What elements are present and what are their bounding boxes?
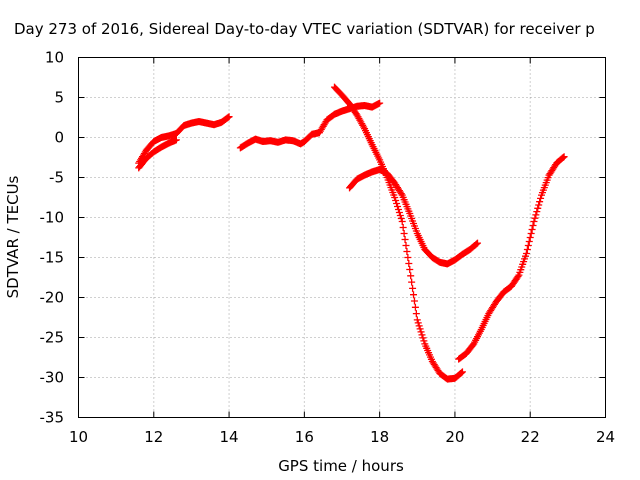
data-point [531,214,539,222]
y-tick-label: -20 [40,289,65,307]
data-point [537,194,545,202]
data-point [529,222,537,229]
data-points [135,83,568,383]
data-point [417,328,425,336]
data-point [559,154,567,161]
data-point [412,310,420,318]
data-point [406,266,414,273]
y-tick-label: -5 [49,169,64,187]
data-point [396,212,404,219]
data-point [399,224,407,231]
data-point [418,331,426,339]
data-point [473,240,481,248]
data-point [392,197,400,204]
data-point [395,209,403,216]
x-tick-label: 12 [144,428,163,446]
y-tick-label: -25 [40,329,65,347]
y-axis-title: SDTVAR / TECUs [4,175,22,298]
data-point [474,239,482,247]
data-point [536,198,544,206]
data-point [410,297,418,305]
data-series-6 [455,153,568,363]
data-series-1 [135,113,233,167]
plot-frame [78,57,606,418]
data-point [458,369,466,377]
x-axis-title: GPS time / hours [278,457,404,475]
data-point [410,291,418,299]
data-point [414,319,422,327]
data-point [408,278,416,286]
data-point [535,201,543,209]
x-tick-label: 18 [370,428,389,446]
y-tick-label: -10 [40,209,65,227]
data-point [413,316,421,324]
y-tick-label: 0 [54,129,64,147]
data-point [394,206,402,213]
x-tick-label: 24 [596,428,615,446]
data-series-5 [346,166,482,268]
data-point [419,334,427,342]
x-tick-label: 20 [445,428,464,446]
x-tick-label: 14 [220,428,239,446]
data-point [528,226,536,233]
data-point [405,260,413,267]
y-tick-label: 10 [45,49,64,67]
data-point [530,218,538,225]
data-point [400,230,408,237]
y-tick-label: -15 [40,249,65,267]
data-point [525,238,533,245]
x-tick-label: 16 [295,428,314,446]
data-point [524,242,532,249]
data-point [533,208,541,216]
data-point [224,113,232,121]
data-point [376,99,384,107]
data-point [404,254,412,261]
y-tick-label: 5 [54,89,64,107]
data-point [523,246,531,253]
data-point [172,136,180,144]
data-point [522,250,530,257]
data-point [391,194,399,201]
data-point [416,325,424,333]
data-series-3 [236,99,384,152]
data-point [398,218,406,225]
data-point [393,200,401,207]
x-tick-label: 22 [521,428,540,446]
data-point [534,204,542,212]
data-point [407,272,415,280]
data-point [420,337,428,345]
data-point [458,368,466,376]
x-tick-label: 10 [69,428,88,446]
data-point [526,234,534,241]
y-tick-labels: -35 -30 -25 -20 -15 -10 -5 0 5 10 [40,49,65,427]
data-point [409,284,417,292]
data-point [401,236,409,243]
data-point [397,190,405,198]
data-point [402,242,410,249]
data-point [394,203,402,210]
y-tick-label: -30 [40,369,65,387]
data-point [560,153,568,161]
data-point [397,215,405,222]
data-point [527,230,535,237]
x-tick-labels: 10 12 14 16 18 20 22 24 [69,428,615,446]
data-point [514,273,522,280]
data-series-4 [330,83,466,383]
data-series-2 [135,136,180,172]
y-tick-label: -35 [40,409,65,427]
data-point [411,303,419,311]
chart-title: Day 273 of 2016, Sidereal Day-to-day VTE… [14,20,595,38]
data-point [415,322,423,330]
data-point [532,211,540,219]
data-point [225,113,233,121]
data-point [403,248,411,255]
